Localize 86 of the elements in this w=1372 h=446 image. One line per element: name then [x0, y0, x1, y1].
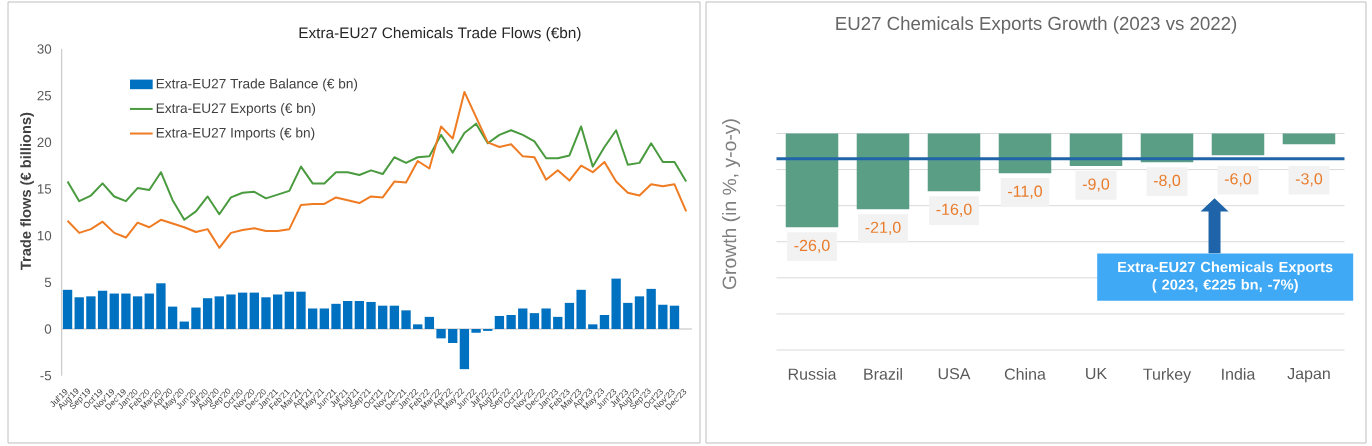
bar	[576, 289, 586, 330]
bar	[261, 297, 271, 330]
bar	[144, 293, 154, 330]
x-tick-label: Turkey	[1143, 368, 1192, 383]
data-label: -3,0	[1295, 173, 1323, 187]
data-label: -9,0	[1082, 178, 1110, 192]
bar	[343, 301, 353, 330]
bar	[553, 316, 563, 330]
y-axis-title: Trade flows (€ billions)	[20, 112, 34, 270]
line-series	[66, 122, 688, 221]
bar	[62, 289, 73, 330]
x-tick-label: UK	[1086, 368, 1107, 380]
bar	[132, 296, 143, 330]
legend-label: Extra-EU27 Trade Balance (€ bn)	[156, 78, 358, 92]
x-tick-label: India	[1222, 368, 1256, 380]
chart-title: Extra-EU27 Chemicals Trade Flows (€bn)	[299, 27, 581, 42]
bar	[331, 303, 341, 330]
bar	[237, 292, 248, 330]
bar	[378, 305, 388, 330]
bar	[413, 324, 423, 330]
y-tick-label: 15	[37, 184, 52, 194]
data-label: -6,0	[1224, 173, 1252, 187]
bar	[97, 290, 108, 330]
x-tick-label: China	[1004, 368, 1046, 380]
bar	[167, 306, 178, 330]
bar	[529, 313, 540, 330]
line-series	[66, 90, 688, 249]
bar	[86, 296, 96, 330]
x-tick-label: Russia	[788, 368, 837, 380]
bar	[658, 304, 668, 330]
x-tick-label: Japan	[1287, 368, 1330, 383]
bar	[611, 278, 621, 330]
bar	[646, 288, 656, 330]
bar	[459, 329, 470, 370]
bar	[471, 329, 481, 333]
bar	[623, 302, 633, 330]
data-label: -16,0	[936, 203, 972, 217]
data-label: -11,0	[1008, 185, 1043, 199]
bar	[214, 296, 224, 330]
bar	[599, 315, 610, 330]
bar	[226, 294, 236, 330]
x-tick-label: USA	[938, 368, 971, 380]
bar	[366, 301, 376, 330]
bar	[284, 291, 294, 330]
y-axis-title: Growth (in %, y-o-y)	[722, 119, 741, 290]
bar	[202, 298, 213, 330]
legend-label: Extra-EU27 Exports (€ bn)	[156, 103, 316, 116]
bar	[588, 324, 598, 330]
bar	[448, 329, 458, 344]
bar	[634, 296, 645, 330]
y-tick-label: -5	[40, 371, 52, 381]
bar	[518, 308, 528, 330]
y-tick-label: 25	[37, 90, 52, 101]
bar	[307, 308, 318, 330]
data-label: -8,0	[1153, 174, 1181, 189]
bar	[249, 292, 259, 330]
y-tick-label: 10	[37, 230, 52, 241]
annotation: Extra-EU27 Chemicals Exports ( 2023, €225 bn, -7%)	[1118, 261, 1333, 293]
bar	[494, 315, 505, 330]
bar	[436, 329, 446, 339]
bar	[389, 305, 400, 330]
bar	[541, 308, 551, 330]
bar	[506, 315, 516, 330]
y-tick-label: 30	[37, 44, 52, 54]
bar	[424, 316, 435, 330]
bar	[564, 302, 575, 330]
y-tick-label: 20	[37, 137, 52, 148]
data-label: -26,0	[794, 239, 830, 253]
y-tick-label: 0	[44, 324, 52, 334]
chart-title: EU27 Chemicals Exports Growth (2023 vs 2022)	[836, 16, 1237, 34]
y-tick-label: 5	[44, 277, 52, 287]
bar	[296, 291, 306, 330]
bar	[156, 283, 166, 330]
bar	[272, 294, 283, 330]
bar	[74, 297, 84, 330]
bar	[401, 310, 411, 330]
legend-label: Extra-EU27 Imports (€ bn)	[156, 127, 315, 141]
bar	[354, 301, 365, 330]
bar	[109, 293, 119, 330]
bar	[121, 293, 131, 330]
bar	[319, 308, 329, 330]
bar	[191, 307, 201, 330]
x-tick-label: Brazil	[864, 368, 902, 380]
bar	[669, 305, 680, 330]
data-label: -21,0	[865, 221, 901, 235]
bar	[179, 321, 189, 330]
